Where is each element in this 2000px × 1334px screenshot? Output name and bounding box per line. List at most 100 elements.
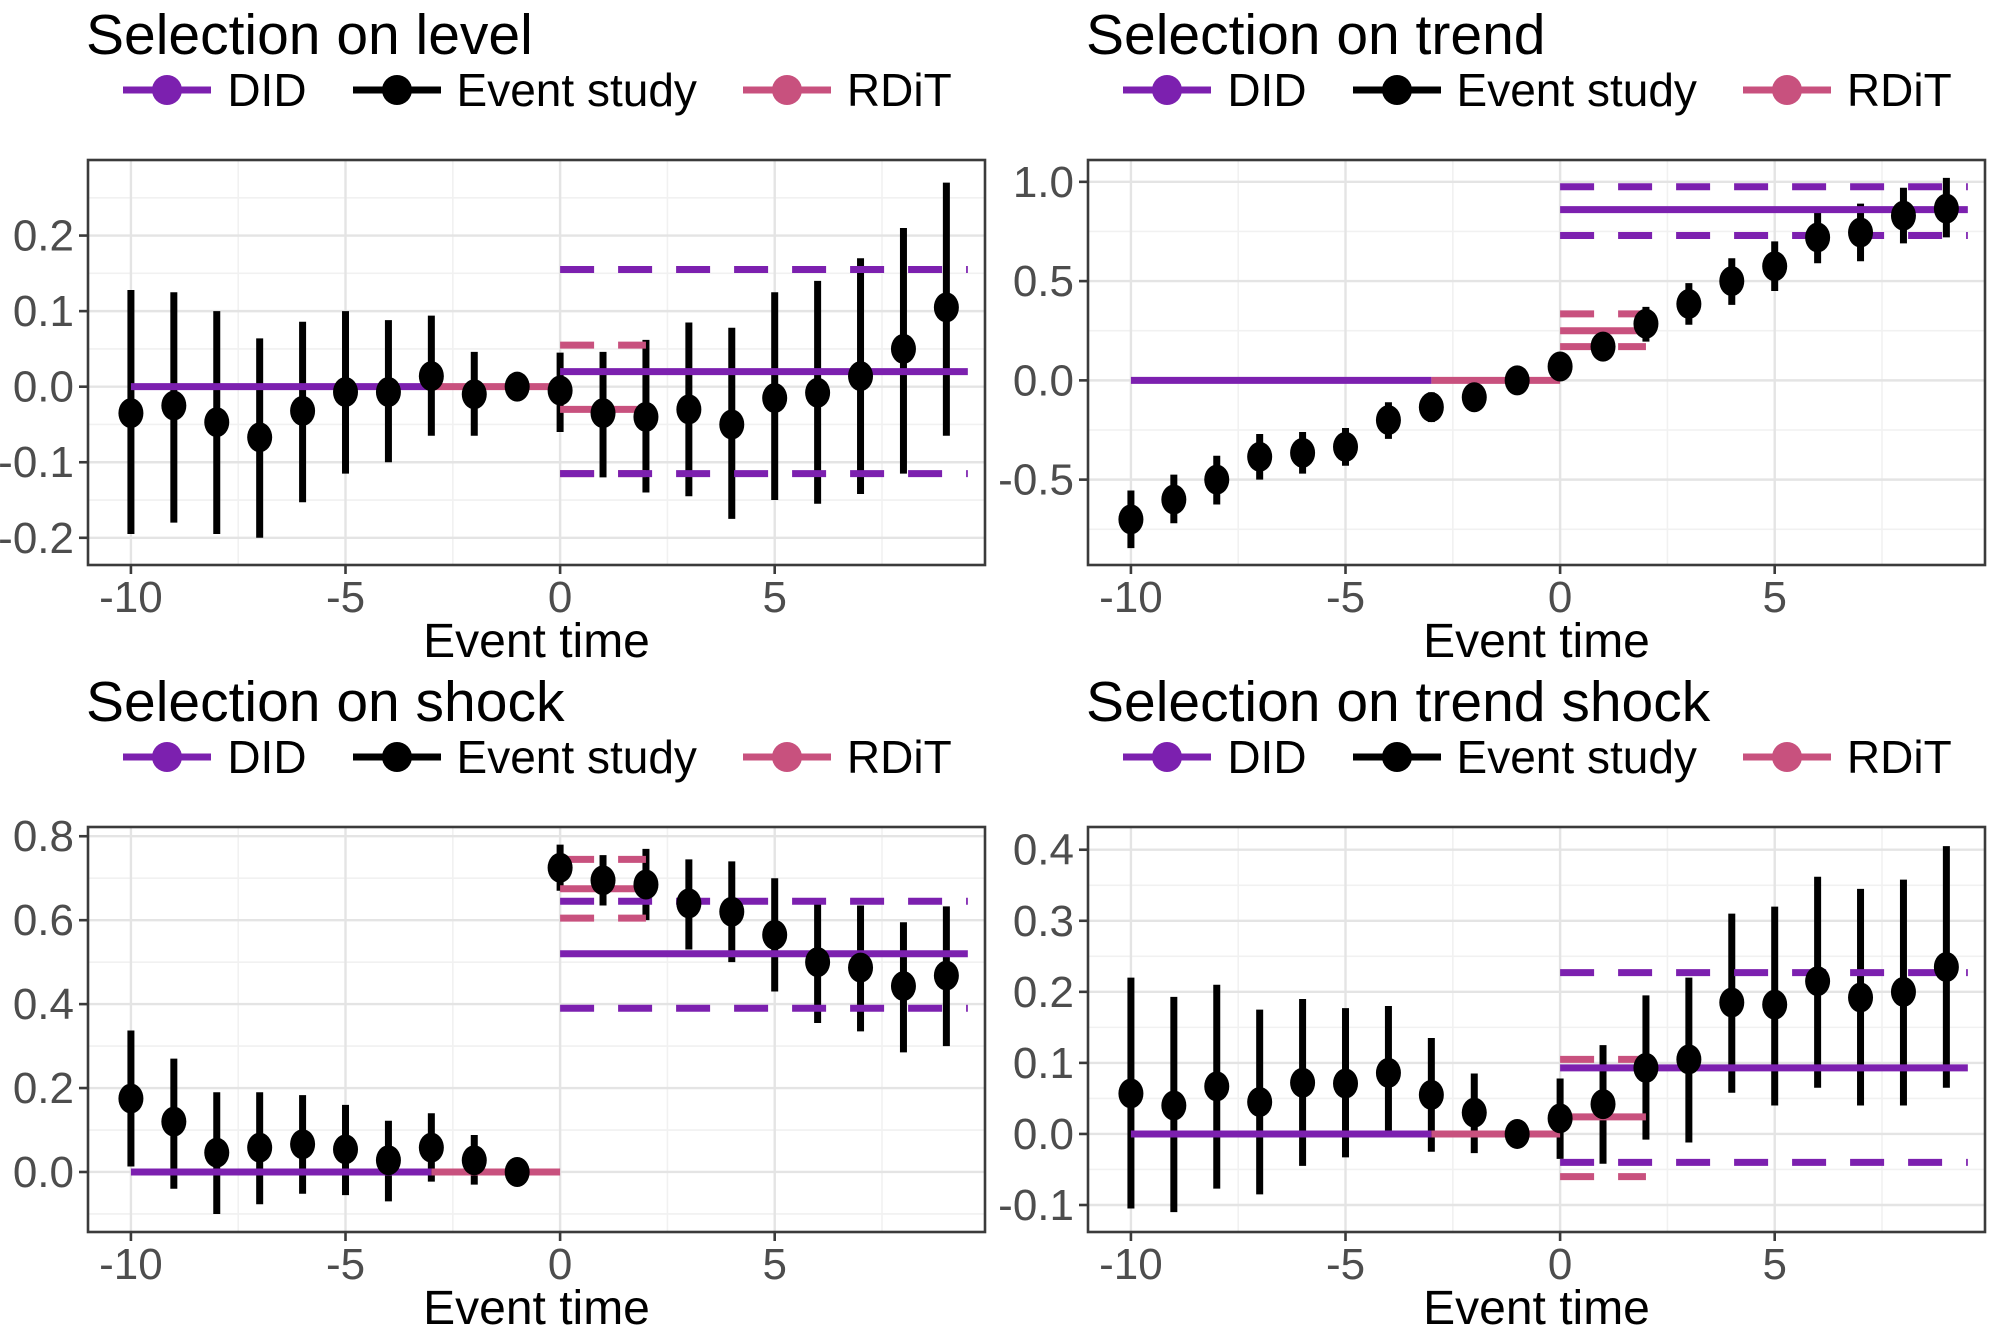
estimate-point: [1547, 351, 1573, 382]
x-tick-label: 5: [762, 573, 786, 622]
event-study-pointrange-legend-icon: [352, 742, 441, 772]
x-tick-label: -5: [326, 573, 365, 622]
estimate-point: [719, 896, 745, 927]
legend-label-did: DID: [227, 731, 307, 783]
panel-background: [1088, 827, 1985, 1232]
reference-point: [1504, 1118, 1530, 1149]
y-tick-label: 0.6: [13, 896, 74, 945]
estimate-point: [1633, 1052, 1659, 1083]
estimate-point: [118, 1083, 144, 1114]
plot-area-selection-on-shock: -10 -5 0 5 0.0 0.2 0.4 0.6 0.8: [13, 812, 987, 1289]
estimate-point: [633, 401, 659, 432]
legend-key-point: [381, 75, 412, 105]
estimate-point: [461, 1145, 487, 1176]
estimate-point: [1676, 288, 1702, 319]
x-tick-label: -10: [1099, 1240, 1163, 1289]
panel-selection-on-shock: Selection on shock DID Event study RDiT …: [0, 667, 1000, 1334]
estimate-point: [1375, 1057, 1401, 1088]
estimate-point: [590, 865, 616, 896]
x-tick-label: -5: [1326, 1240, 1365, 1289]
estimate-point: [161, 390, 187, 421]
y-tick-label: 0.1: [1013, 1039, 1074, 1088]
event-study-pointrange-legend-icon: [1352, 75, 1441, 105]
panel-title: Selection on trend: [1086, 3, 1546, 67]
y-tick-label: 0.0: [13, 363, 74, 412]
estimate-point: [290, 1129, 316, 1160]
estimate-point: [1204, 464, 1230, 495]
estimate-point: [1290, 437, 1316, 468]
legend-item-did: DID: [121, 730, 307, 784]
rdit-pointrange-legend-icon: [1742, 75, 1831, 105]
legend-item-event-study: Event study: [1351, 63, 1697, 117]
legend: DID Event study RDiT: [88, 64, 985, 116]
legend-item-rdit: RDiT: [1741, 730, 1952, 784]
y-tick-label: 1.0: [1013, 158, 1074, 207]
legend-item-event-study: Event study: [351, 63, 697, 117]
x-axis-title: Event time: [1423, 615, 1650, 668]
estimate-point: [1848, 217, 1874, 248]
x-tick-label: 0: [1548, 573, 1572, 622]
estimate-point: [461, 379, 487, 410]
estimate-point: [762, 919, 788, 950]
panel-selection-on-trend: Selection on trend DID Event study RDiT …: [1000, 0, 2000, 668]
legend-item-rdit: RDiT: [1741, 63, 1952, 117]
estimate-point: [805, 947, 831, 978]
y-tick-label: 0.0: [13, 1148, 74, 1197]
estimate-point: [676, 394, 702, 425]
legend-key-point: [1771, 742, 1802, 772]
estimate-point: [848, 361, 874, 392]
estimate-point: [1719, 987, 1745, 1018]
x-tick-label: -10: [1099, 573, 1163, 622]
panel-border: [86, 825, 987, 1234]
estimate-point: [805, 377, 831, 408]
estimate-point: [547, 852, 573, 883]
x-axis-title: Event time: [1423, 1282, 1650, 1334]
estimate-point: [161, 1106, 187, 1137]
plot-area-selection-on-trend: -10 -5 0 5 -0.5 0.0 0.5 1.0: [1000, 158, 1987, 622]
estimate-point: [1590, 331, 1616, 362]
estimate-point: [1247, 441, 1273, 472]
estimate-point: [890, 971, 916, 1002]
estimate-point: [1461, 382, 1487, 413]
estimate-point: [290, 395, 316, 426]
estimate-point: [1247, 1086, 1273, 1117]
y-tick-label: 0.2: [13, 212, 74, 261]
legend-key-point: [1381, 75, 1412, 105]
estimate-point: [1333, 431, 1359, 462]
legend-item-did: DID: [1121, 63, 1307, 117]
estimate-point: [1933, 193, 1959, 224]
x-tick-label: 0: [1548, 1240, 1572, 1289]
legend-key-point: [1152, 742, 1183, 772]
legend-key-point: [381, 742, 412, 772]
estimate-point: [933, 292, 959, 323]
legend: DID Event study RDiT: [1088, 731, 1985, 783]
y-tick-label: 0.3: [1013, 897, 1074, 946]
legend-label-did: DID: [227, 64, 307, 116]
plot-area-selection-on-level: -10 -5 0 5 -0.2 -0.1 0.0 0.1 0.2: [0, 158, 987, 622]
estimate-point: [1161, 1090, 1187, 1121]
estimate-point: [547, 375, 573, 406]
estimate-point: [1719, 266, 1745, 297]
legend-label-event-study: Event study: [1456, 64, 1697, 116]
panel-background: [88, 160, 985, 565]
panel-title: Selection on shock: [86, 670, 565, 734]
y-tick-label: 0.0: [1013, 1110, 1074, 1159]
estimate-point: [933, 960, 959, 991]
legend-label-rdit: RDiT: [846, 64, 952, 116]
estimate-point: [1118, 504, 1144, 535]
y-tick-label: 0.0: [1013, 356, 1074, 405]
estimate-point: [1547, 1103, 1573, 1134]
legend-item-rdit: RDiT: [741, 730, 952, 784]
legend-key-point: [1381, 742, 1412, 772]
y-tick-label: 0.4: [1013, 826, 1074, 875]
legend: DID Event study RDiT: [1088, 64, 1985, 116]
estimate-point: [247, 422, 273, 453]
estimate-point: [1848, 982, 1874, 1013]
estimate-point: [333, 1134, 359, 1165]
estimate-point: [1676, 1044, 1702, 1075]
estimate-point: [1161, 484, 1187, 515]
panel-border: [1086, 158, 1987, 567]
panel-title: Selection on trend shock: [1086, 670, 1711, 734]
estimate-point: [375, 1145, 401, 1176]
